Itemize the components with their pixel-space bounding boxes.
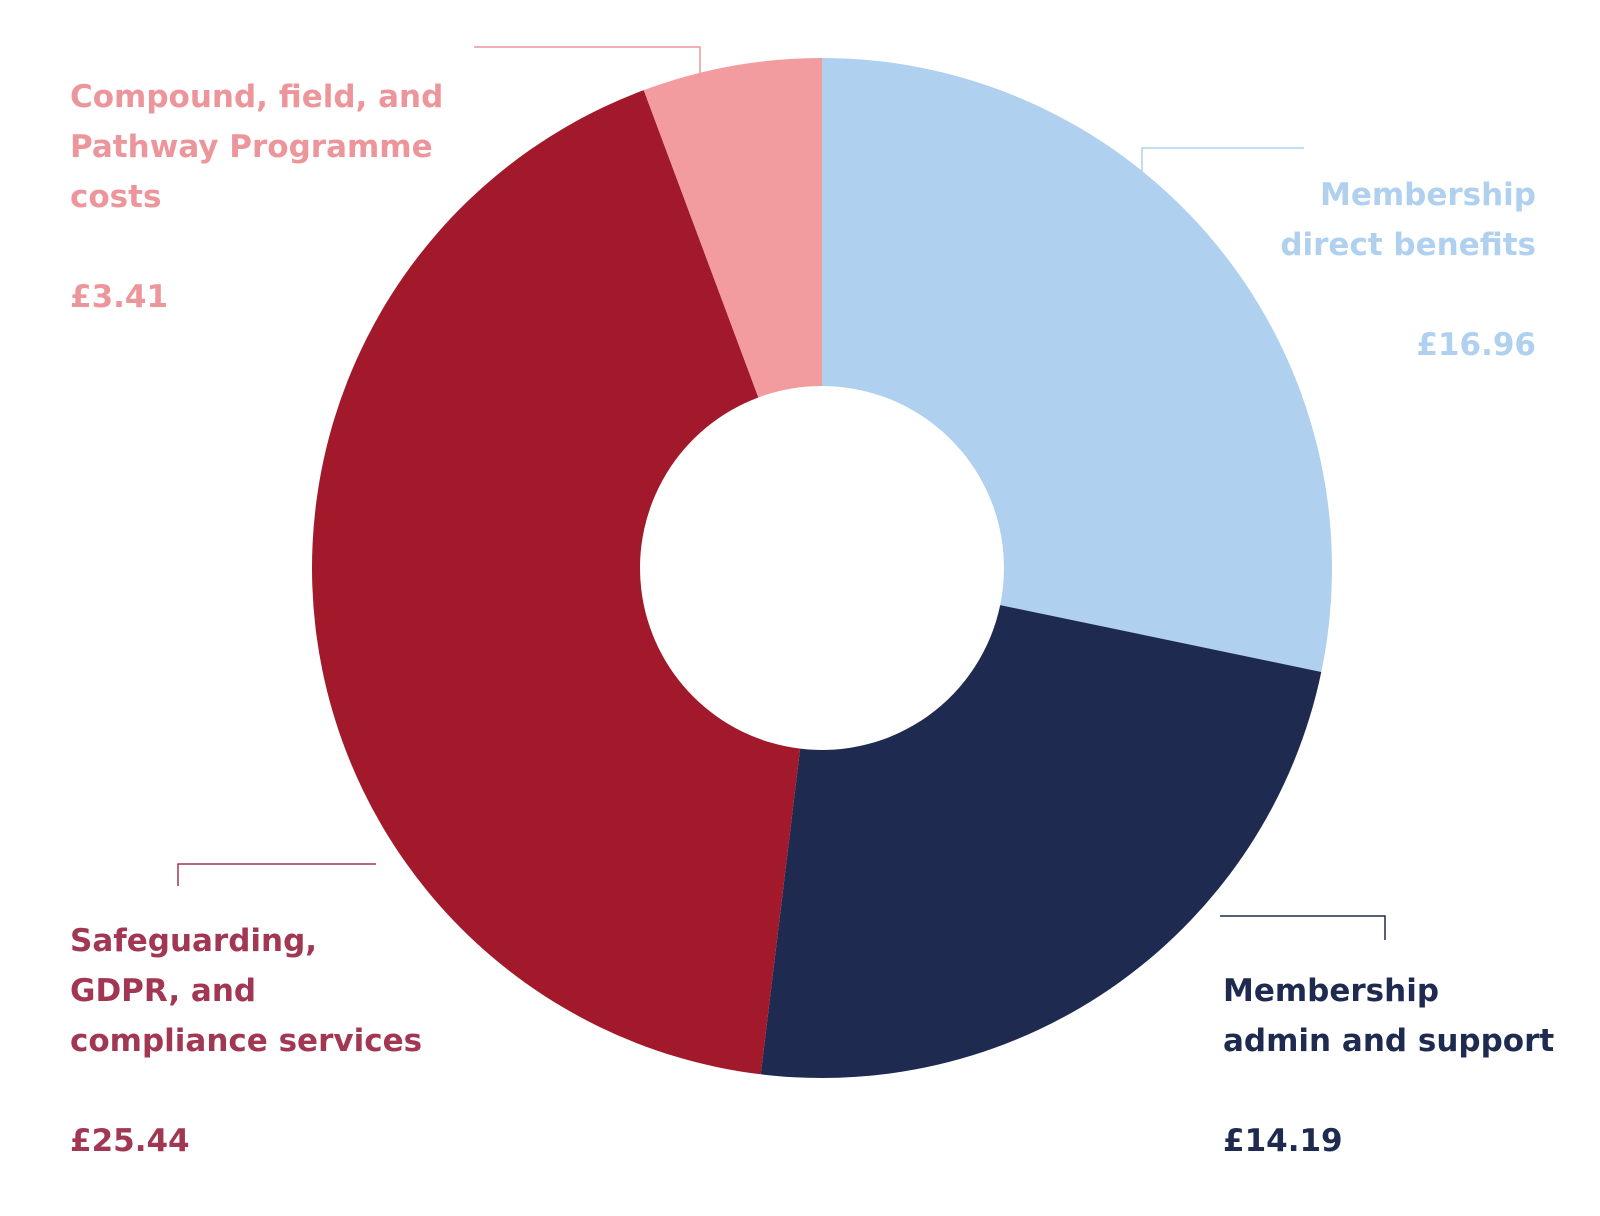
slice-label-membership-direct-benefits: Membership direct benefits £16.96 xyxy=(1280,120,1536,420)
slice-label-membership-admin-support: Membership admin and support £14.19 xyxy=(1223,916,1554,1216)
slice-label-safeguarding-gdpr-compliance: Safeguarding, GDPR, and compliance servi… xyxy=(70,866,422,1216)
slice-label-membership-admin-support-value: £14.19 xyxy=(1223,1123,1343,1159)
slice-membership-admin-support xyxy=(760,605,1322,1078)
slice-label-membership-direct-benefits-name: Membership direct benefits xyxy=(1280,177,1536,263)
slice-label-compound-field-pathway-value: £3.41 xyxy=(70,279,169,315)
leader-line-safeguarding-gdpr-compliance xyxy=(177,863,376,886)
slice-label-compound-field-pathway-name: Compound, field, and Pathway Programme c… xyxy=(70,79,444,215)
leader-line-membership-direct-benefits xyxy=(1141,147,1304,172)
leader-line-compound-field-pathway xyxy=(474,46,701,76)
slice-membership-direct-benefits xyxy=(822,58,1332,672)
slice-label-safeguarding-gdpr-compliance-value: £25.44 xyxy=(70,1123,190,1159)
slice-label-compound-field-pathway: Compound, field, and Pathway Programme c… xyxy=(70,22,443,372)
slice-label-safeguarding-gdpr-compliance-name: Safeguarding, GDPR, and compliance servi… xyxy=(70,923,423,1059)
slice-label-membership-direct-benefits-value: £16.96 xyxy=(1416,327,1536,363)
slice-compound-field-pathway xyxy=(643,58,822,398)
slice-safeguarding-gdpr-compliance xyxy=(311,90,801,1075)
leader-line-membership-admin-support xyxy=(1220,915,1386,940)
donut-chart xyxy=(177,46,1386,1078)
slice-label-membership-admin-support-name: Membership admin and support xyxy=(1223,973,1555,1059)
